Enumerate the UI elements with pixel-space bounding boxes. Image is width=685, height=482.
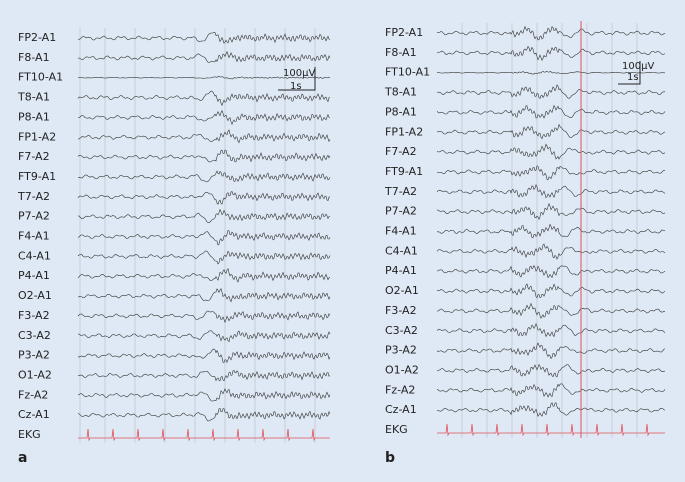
ekg-trace xyxy=(437,423,665,437)
channel-label: F8-A1 xyxy=(18,51,50,64)
channel-label: FT10-A1 xyxy=(385,66,430,79)
channel-label: FT9-A1 xyxy=(385,165,423,178)
eeg-trace xyxy=(436,322,666,338)
eeg-trace xyxy=(436,104,666,119)
channel-label: FP2-A1 xyxy=(385,26,423,39)
panel-letter: b xyxy=(385,450,395,466)
channel-label: Cz-A1 xyxy=(18,408,50,421)
eeg-trace xyxy=(436,25,666,41)
channel-label: F3-A2 xyxy=(18,309,50,322)
channel-label: F7-A2 xyxy=(18,150,50,163)
channel-label: F4-A1 xyxy=(385,225,417,238)
eeg-trace xyxy=(77,149,331,163)
eeg-trace xyxy=(78,388,331,402)
eeg-trace xyxy=(436,183,666,199)
channel-label: T8-A1 xyxy=(384,86,417,99)
channel-label: P7-A2 xyxy=(18,210,50,223)
channel-label: O2-A1 xyxy=(385,284,419,297)
channel-label: C4-A1 xyxy=(18,249,51,262)
eeg-trace xyxy=(77,310,331,324)
eeg-trace xyxy=(436,383,666,398)
channel-label: FP1-A2 xyxy=(18,130,56,143)
scale-amplitude: 100µV xyxy=(622,61,654,72)
channel-label: EKG xyxy=(385,423,408,436)
channel-label: FP1-A2 xyxy=(385,125,423,138)
channel-label: P8-A1 xyxy=(18,110,50,123)
channel-label: O1-A2 xyxy=(385,363,419,376)
channel-label: P7-A2 xyxy=(385,205,417,218)
channel-label: FP2-A1 xyxy=(18,31,56,44)
channel-label: C3-A2 xyxy=(18,329,51,342)
eeg-trace xyxy=(436,342,666,360)
channel-label: T7-A2 xyxy=(384,185,417,198)
scale-bar xyxy=(618,61,641,85)
eeg-trace xyxy=(436,223,666,239)
channel-label: C3-A2 xyxy=(385,324,418,337)
eeg-trace xyxy=(436,302,666,320)
eeg-trace xyxy=(77,267,331,283)
scale-amplitude: 100µV xyxy=(283,68,315,79)
eeg-panel: FP2-A1 F8-A1 FT10-A1 T8-A1 P8-A1 FP1-A2 F7-A2 F… xyxy=(384,21,666,466)
channel-label: C4-A1 xyxy=(385,244,418,257)
eeg-panel: FP2-A1 F8-A1 FT10-A1 T8-A1 P8-A1 FP1-A2 F7-A2 F… xyxy=(17,28,331,466)
eeg-trace xyxy=(77,50,331,63)
scale-bar xyxy=(278,67,316,91)
channel-label: FT10-A1 xyxy=(18,71,63,84)
eeg-trace xyxy=(77,170,331,183)
eeg-trace xyxy=(77,370,331,382)
eeg-trace xyxy=(437,71,665,75)
channel-label: T7-A2 xyxy=(17,190,50,203)
eeg-trace xyxy=(77,287,331,303)
eeg-trace xyxy=(436,283,666,299)
channel-label: EKG xyxy=(18,428,41,441)
eeg-trace xyxy=(77,208,331,224)
ekg-trace xyxy=(78,428,330,442)
eeg-trace xyxy=(77,348,331,364)
eeg-trace xyxy=(436,402,666,418)
channel-label: P8-A1 xyxy=(385,105,417,118)
channel-label: O1-A2 xyxy=(18,368,52,381)
channel-label: T8-A1 xyxy=(17,91,50,104)
eeg-trace xyxy=(77,407,331,422)
eeg-trace xyxy=(77,75,331,80)
eeg-trace xyxy=(436,45,666,62)
eeg-trace xyxy=(77,31,331,44)
channel-label: Fz-A2 xyxy=(18,388,48,401)
eeg-trace xyxy=(436,264,666,279)
channel-label: P3-A2 xyxy=(385,344,417,357)
eeg-trace xyxy=(77,129,331,144)
eeg-trace xyxy=(436,143,666,160)
eeg-trace xyxy=(77,191,331,205)
eeg-trace xyxy=(436,123,666,140)
channel-label: P4-A1 xyxy=(18,269,50,282)
eeg-trace xyxy=(436,363,665,378)
eeg-trace xyxy=(436,243,666,260)
scale-time: 1s xyxy=(627,72,639,83)
channel-label: P3-A2 xyxy=(18,349,50,362)
channel-label: F8-A1 xyxy=(385,46,417,59)
eeg-trace xyxy=(77,90,331,107)
channel-label: F7-A2 xyxy=(385,145,417,158)
eeg-trace xyxy=(436,165,665,181)
scale-time: 1s xyxy=(290,81,302,92)
channel-label: Fz-A2 xyxy=(385,383,415,396)
eeg-trace xyxy=(77,229,331,246)
panel-letter: a xyxy=(18,450,27,466)
channel-label: O2-A1 xyxy=(18,289,52,302)
channel-label: FT9-A1 xyxy=(18,170,56,183)
channel-label: Cz-A1 xyxy=(385,403,417,416)
eeg-trace xyxy=(436,84,666,99)
channel-label: P4-A1 xyxy=(385,264,417,277)
eeg-trace xyxy=(437,202,666,221)
eeg-trace xyxy=(77,109,331,126)
eeg-trace xyxy=(77,330,331,343)
channel-label: F3-A2 xyxy=(385,304,417,317)
channel-label: F4-A1 xyxy=(18,230,50,243)
eeg-trace xyxy=(77,250,331,265)
